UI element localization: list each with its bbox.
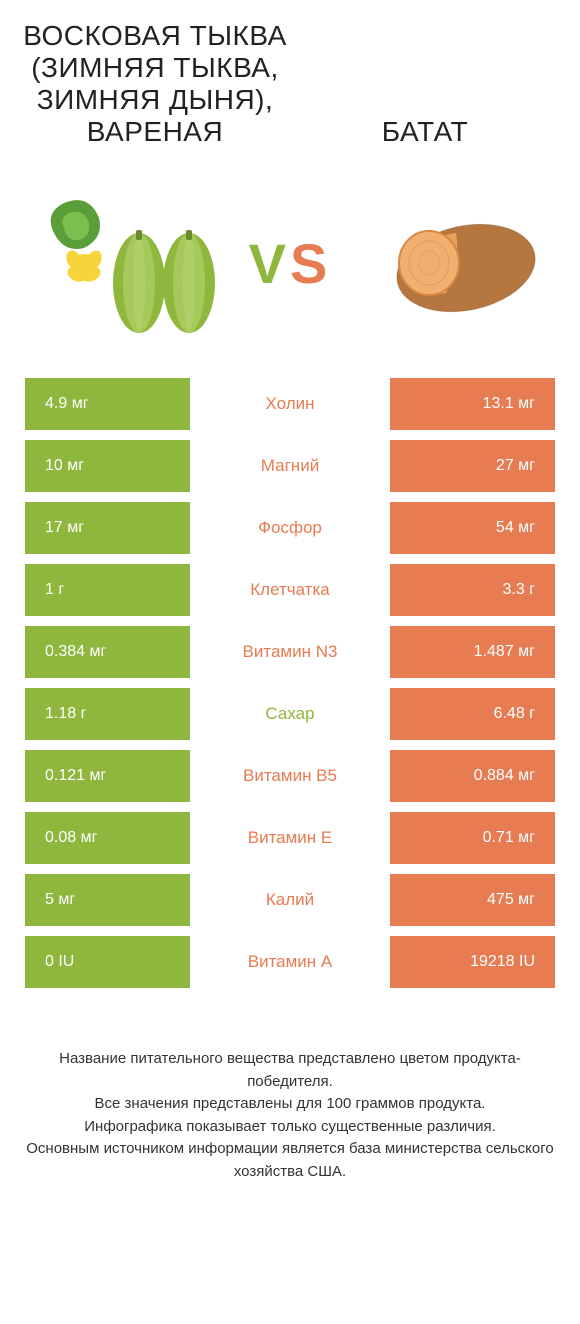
value-left: 1.18 г: [25, 688, 190, 740]
title-right: БАТАТ: [290, 116, 560, 158]
footer-line-3: Инфографика показывает только существенн…: [25, 1116, 555, 1139]
footer-line-1: Название питательного вещества представл…: [25, 1048, 555, 1093]
header: ВОСКОВАЯ ТЫКВА (ЗИМНЯЯ ТЫКВА, ЗИМНЯЯ ДЫН…: [0, 0, 580, 158]
nutrient-label: Витамин N3: [190, 626, 390, 678]
images-row: VS: [0, 158, 580, 378]
table-row: 5 мгКалий475 мг: [25, 874, 555, 926]
value-left: 4.9 мг: [25, 378, 190, 430]
footer-line-4: Основным источником информации является …: [25, 1138, 555, 1183]
nutrient-label: Магний: [190, 440, 390, 492]
value-left: 0.08 мг: [25, 812, 190, 864]
vs-v: V: [249, 232, 290, 295]
value-left: 0.121 мг: [25, 750, 190, 802]
table-row: 0 IUВитамин A19218 IU: [25, 936, 555, 988]
wax-gourd-icon: [39, 188, 219, 338]
value-left: 0.384 мг: [25, 626, 190, 678]
table-row: 0.384 мгВитамин N31.487 мг: [25, 626, 555, 678]
nutrient-label: Витамин A: [190, 936, 390, 988]
value-right: 1.487 мг: [390, 626, 555, 678]
title-left: ВОСКОВАЯ ТЫКВА (ЗИМНЯЯ ТЫКВА, ЗИМНЯЯ ДЫН…: [20, 20, 290, 158]
value-right: 27 мг: [390, 440, 555, 492]
value-left: 0 IU: [25, 936, 190, 988]
value-right: 0.884 мг: [390, 750, 555, 802]
value-right: 3.3 г: [390, 564, 555, 616]
footer: Название питательного вещества представл…: [0, 998, 580, 1183]
value-left: 17 мг: [25, 502, 190, 554]
value-right: 19218 IU: [390, 936, 555, 988]
value-left: 10 мг: [25, 440, 190, 492]
value-right: 54 мг: [390, 502, 555, 554]
value-left: 1 г: [25, 564, 190, 616]
image-right: [341, 188, 560, 338]
table-row: 1 гКлетчатка3.3 г: [25, 564, 555, 616]
nutrient-label: Сахар: [190, 688, 390, 740]
value-right: 475 мг: [390, 874, 555, 926]
table-row: 0.08 мгВитамин E0.71 мг: [25, 812, 555, 864]
nutrient-label: Фосфор: [190, 502, 390, 554]
value-right: 6.48 г: [390, 688, 555, 740]
table-row: 0.121 мгВитамин B50.884 мг: [25, 750, 555, 802]
value-left: 5 мг: [25, 874, 190, 926]
nutrient-label: Клетчатка: [190, 564, 390, 616]
nutrient-label: Витамин E: [190, 812, 390, 864]
value-right: 13.1 мг: [390, 378, 555, 430]
table-row: 1.18 гСахар6.48 г: [25, 688, 555, 740]
value-right: 0.71 мг: [390, 812, 555, 864]
table-row: 10 мгМагний27 мг: [25, 440, 555, 492]
nutrient-label: Калий: [190, 874, 390, 926]
image-left: [20, 188, 239, 338]
nutrient-label: Витамин B5: [190, 750, 390, 802]
vs-label: VS: [249, 231, 332, 296]
vs-s: S: [290, 232, 331, 295]
table-row: 17 мгФосфор54 мг: [25, 502, 555, 554]
footer-line-2: Все значения представлены для 100 граммо…: [25, 1093, 555, 1116]
table-row: 4.9 мгХолин13.1 мг: [25, 378, 555, 430]
sweet-potato-icon: [361, 188, 541, 338]
comparison-table: 4.9 мгХолин13.1 мг 10 мгМагний27 мг 17 мгФ…: [0, 378, 580, 988]
nutrient-label: Холин: [190, 378, 390, 430]
